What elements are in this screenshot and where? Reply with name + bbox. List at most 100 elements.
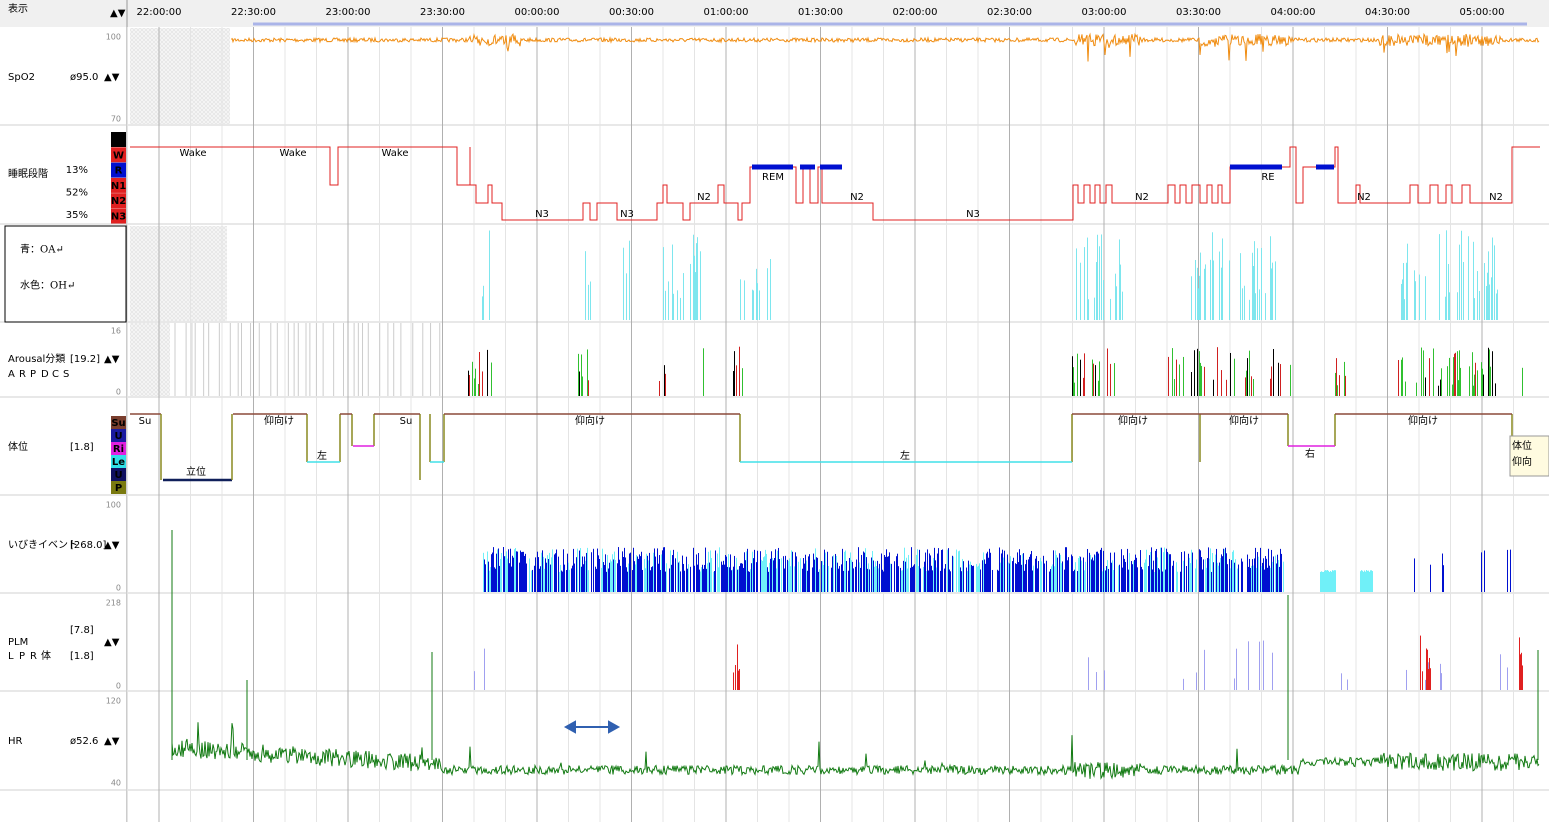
arousal-event [1245, 377, 1246, 396]
respiratory-event [1407, 243, 1408, 320]
track-stat: ø52.6 [70, 736, 98, 747]
plm-event [1422, 671, 1423, 690]
snore-event [977, 566, 978, 592]
snore-event [500, 558, 501, 592]
arousal-event [1460, 367, 1461, 396]
respiratory-event [1488, 251, 1489, 320]
snore-event [808, 556, 809, 592]
snore-event [824, 549, 825, 592]
snore-event [603, 562, 604, 592]
stage-percent: 13% [66, 165, 88, 176]
snore-event [776, 568, 777, 592]
snore-event [904, 547, 905, 592]
arousal-event [1249, 350, 1250, 396]
snore-event [487, 551, 488, 592]
snore-event [752, 551, 753, 592]
snore-event [789, 558, 790, 592]
stage-code-box [111, 193, 126, 209]
snore-event [1276, 563, 1277, 592]
snore-event [1331, 571, 1332, 592]
snore-event [543, 556, 544, 592]
arousal-event [733, 370, 734, 396]
snore-event [671, 564, 672, 592]
time-label: 23:30:00 [420, 7, 465, 18]
sort-toggle[interactable]: ▲▼ [104, 354, 120, 365]
stage-label: RE [1261, 172, 1274, 183]
respiratory-event [696, 243, 697, 320]
plm-event [1259, 641, 1260, 690]
respiratory-event [629, 240, 630, 320]
snore-event [832, 556, 833, 592]
snore-event [747, 548, 748, 592]
respiratory-event [1199, 275, 1200, 320]
arousal-event [1421, 347, 1422, 396]
track-stat: [7.8] [70, 625, 94, 636]
sort-toggle[interactable]: ▲▼ [104, 540, 120, 551]
arousal-event [475, 368, 476, 396]
snore-event [1266, 558, 1267, 592]
sort-toggle[interactable]: ▲▼ [110, 8, 126, 19]
snore-event [888, 556, 889, 592]
respiratory-event [1087, 237, 1088, 320]
arousal-event [1402, 357, 1403, 396]
snore-event [1206, 567, 1207, 592]
snore-event [1046, 560, 1047, 592]
arousal-event [1098, 380, 1099, 396]
snore-event [1059, 553, 1060, 592]
position-label: 仰向け [1408, 414, 1438, 427]
arousal-event [1199, 351, 1200, 396]
snore-event [849, 557, 850, 592]
arousal-event [582, 376, 583, 396]
sort-toggle[interactable]: ▲▼ [104, 72, 120, 83]
snore-event [650, 570, 651, 592]
respiratory-event [756, 268, 757, 320]
scale-label: 0 [116, 584, 121, 593]
sort-toggle[interactable]: ▲▼ [104, 736, 120, 747]
snore-event [503, 547, 504, 592]
snore-event [662, 550, 663, 592]
snore-event [1123, 555, 1124, 592]
respiratory-event [680, 297, 681, 320]
snore-event [860, 567, 861, 592]
snore-event [1366, 570, 1367, 592]
snore-event [725, 555, 726, 592]
snore-event [702, 564, 703, 592]
snore-event [534, 565, 535, 592]
snore-event [1173, 560, 1174, 592]
snore-event [910, 567, 911, 592]
snore-event [547, 555, 548, 592]
snore-event [605, 554, 606, 592]
respiratory-event [1439, 234, 1440, 320]
snore-event [1255, 547, 1256, 592]
snore-event [853, 568, 854, 592]
track-name: いびきイベント [8, 539, 78, 551]
snore-event [607, 554, 608, 592]
snore-event [757, 550, 758, 592]
snore-event [792, 551, 793, 592]
respiratory-event [483, 285, 484, 320]
snore-event [677, 551, 678, 592]
snore-event [956, 549, 957, 592]
snore-event [864, 552, 865, 592]
plm-event [1183, 678, 1184, 690]
arousal-event [1271, 366, 1272, 396]
respiratory-event [677, 290, 678, 320]
snore-event [558, 556, 559, 592]
snore-event [1188, 553, 1189, 592]
snore-event [934, 547, 935, 592]
scale-label: 120 [106, 697, 121, 706]
snore-event [1278, 559, 1279, 592]
scale-label: 16 [111, 327, 121, 336]
scale-label: 40 [111, 779, 121, 788]
snore-event [1101, 547, 1102, 592]
plm-event [1096, 672, 1097, 690]
snore-event [1134, 559, 1135, 592]
respiratory-event [1110, 298, 1111, 320]
sort-toggle[interactable]: ▲▼ [104, 637, 120, 648]
snore-event [613, 559, 614, 592]
snore-event [700, 571, 701, 592]
snore-event [821, 561, 822, 592]
respiratory-event [1473, 241, 1474, 320]
plm-event [1236, 648, 1237, 690]
snore-event [1157, 557, 1158, 592]
